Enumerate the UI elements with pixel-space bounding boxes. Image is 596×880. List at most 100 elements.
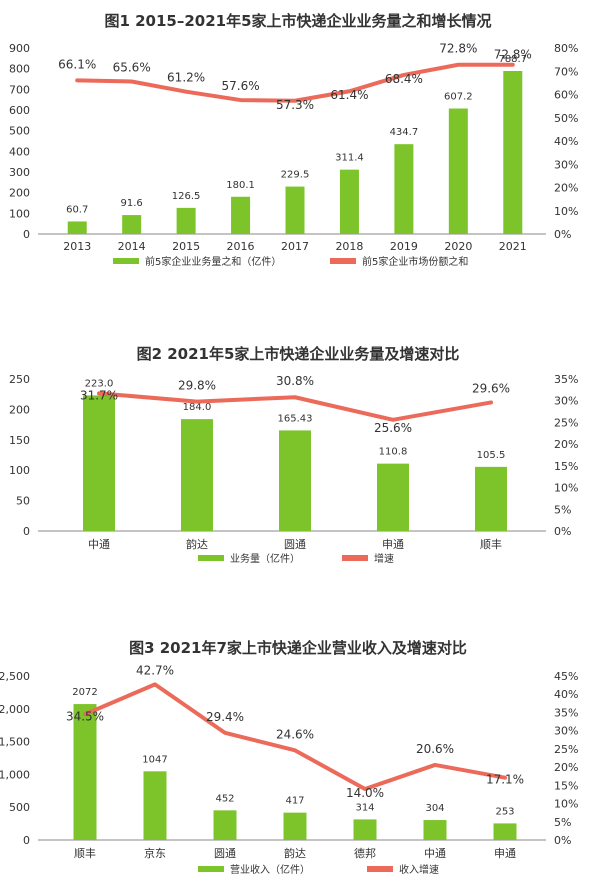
- bar-value-label: 60.7: [66, 204, 88, 215]
- y2-axis-tick-label: 35%: [554, 373, 578, 386]
- y2-axis-tick-label: 25%: [554, 743, 578, 756]
- legend-bar-swatch: [198, 555, 224, 561]
- y2-axis-tick-label: 30%: [554, 725, 578, 738]
- legend-line-swatch: [367, 866, 393, 872]
- x-axis-category-label: 圆通: [284, 538, 306, 551]
- line-value-label: 57.3%: [276, 98, 314, 112]
- line-value-label: 29.8%: [178, 379, 216, 393]
- y-axis-tick-label: 2,500: [0, 670, 30, 683]
- x-axis-category-label: 2014: [118, 240, 146, 253]
- series-line: [83, 682, 507, 791]
- bar: [423, 820, 447, 840]
- chart-2-title: 图2 2021年5家上市快递企业业务量及增速对比: [136, 345, 460, 363]
- line-value-label: 57.6%: [221, 79, 259, 93]
- legend-bar-label: 营业收入（亿件）: [230, 863, 310, 876]
- x-axis-category-label: 2021: [499, 240, 527, 253]
- bar-value-label: 180.1: [226, 180, 255, 191]
- line-value-label: 68.4%: [385, 72, 423, 86]
- y2-axis-tick-label: 30%: [554, 395, 578, 408]
- line-value-label: 72.8%: [439, 42, 477, 56]
- bar: [394, 144, 414, 234]
- y-axis-tick-label: 200: [9, 403, 30, 416]
- bar-value-label: 417: [285, 796, 304, 807]
- line-value-label: 65.6%: [113, 60, 151, 74]
- bar: [285, 186, 305, 234]
- bar: [213, 810, 237, 840]
- bar-value-label: 223.0: [85, 378, 114, 389]
- bar: [279, 430, 311, 531]
- line-value-label: 66.1%: [58, 57, 96, 71]
- y2-axis-tick-label: 45%: [554, 670, 578, 683]
- series-line: [97, 391, 493, 422]
- y2-axis-tick-label: 20%: [554, 438, 578, 451]
- bar-value-label: 253: [495, 806, 514, 817]
- bar-value-label: 304: [425, 803, 444, 814]
- line-value-label: 34.5%: [66, 709, 104, 723]
- bar: [122, 215, 142, 234]
- y-axis-tick-label: 400: [9, 145, 30, 158]
- y2-axis-tick-label: 0%: [554, 834, 571, 847]
- y2-axis-tick-label: 15%: [554, 460, 578, 473]
- bar-value-label: 607.2: [444, 92, 473, 103]
- bar: [176, 207, 196, 234]
- line-value-label: 61.4%: [330, 88, 368, 102]
- x-axis-category-label: 中通: [424, 847, 446, 860]
- y2-axis-tick-label: 0%: [554, 525, 571, 538]
- bar: [448, 108, 468, 234]
- y-axis-tick-label: 500: [9, 801, 30, 814]
- y-axis-tick-label: 300: [9, 166, 30, 179]
- y2-axis-tick-label: 15%: [554, 779, 578, 792]
- bar: [475, 466, 507, 531]
- bar: [143, 771, 167, 840]
- chart-3-title: 图3 2021年7家上市快递企业营业收入及增速对比: [129, 639, 467, 657]
- line-value-label: 17.1%: [486, 773, 524, 787]
- y2-axis-tick-label: 30%: [554, 158, 578, 171]
- legend-bar-label: 前5家企业业务量之和（亿件）: [145, 255, 281, 268]
- chart-1-title: 图1 2015–2021年5家上市快递企业业务量之和增长情况: [104, 12, 492, 30]
- y-axis-tick-label: 50: [16, 495, 30, 508]
- x-axis-category-label: 京东: [144, 846, 166, 860]
- line-value-label: 72.8%: [494, 48, 532, 62]
- x-axis-category-label: 2017: [281, 240, 309, 253]
- x-axis-category-label: 2016: [227, 240, 255, 253]
- bar-value-label: 165.43: [278, 413, 313, 424]
- bar-value-label: 126.5: [172, 191, 201, 202]
- bar: [231, 196, 251, 234]
- bar-value-label: 91.6: [121, 198, 143, 209]
- legend-line-label: 收入增速: [399, 863, 439, 876]
- x-axis-category-label: 韵达: [186, 537, 208, 551]
- x-axis-category-label: 圆通: [214, 847, 236, 860]
- y-axis-tick-label: 1,500: [0, 736, 30, 749]
- line-value-label: 14.0%: [346, 786, 384, 800]
- x-axis-category-label: 2018: [335, 240, 363, 253]
- x-axis-category-label: 顺丰: [480, 538, 502, 551]
- y2-axis-tick-label: 10%: [554, 482, 578, 495]
- y2-axis-tick-label: 40%: [554, 688, 578, 701]
- y-axis-tick-label: 100: [9, 464, 30, 477]
- legend-bar-swatch: [113, 258, 139, 264]
- legend-bar-label: 业务量（亿件）: [230, 552, 300, 565]
- line-value-label: 25.6%: [374, 421, 412, 435]
- bar: [73, 704, 97, 840]
- y2-axis-tick-label: 0%: [554, 228, 571, 241]
- y-axis-tick-label: 800: [9, 63, 30, 76]
- legend-bar-swatch: [198, 866, 224, 872]
- bar-value-label: 110.8: [379, 447, 408, 458]
- bar: [503, 71, 523, 234]
- legend-line-label: 前5家企业市场份额之和: [362, 255, 468, 268]
- line-value-label: 29.6%: [472, 381, 510, 395]
- x-axis-category-label: 申通: [382, 538, 404, 551]
- line-value-label: 30.8%: [276, 374, 314, 388]
- line-value-label: 42.7%: [136, 663, 174, 677]
- x-axis-category-label: 2013: [63, 240, 91, 253]
- bar-value-label: 314: [355, 802, 374, 813]
- y2-axis-tick-label: 10%: [554, 205, 578, 218]
- bar-value-label: 2072: [72, 687, 97, 698]
- y2-axis-tick-label: 40%: [554, 135, 578, 148]
- chart-1-svg: 0 100 200 300 400 500 600 700 800 900 0% 10% 20% 30% 4…: [9, 42, 578, 268]
- bar: [353, 819, 377, 840]
